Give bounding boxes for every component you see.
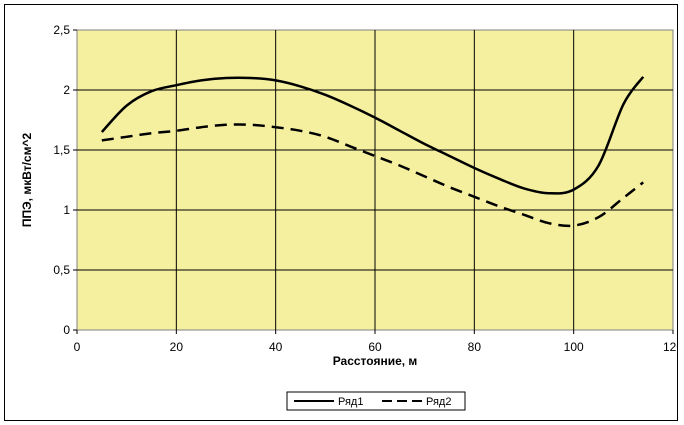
legend-label-series-2: Ряд2 xyxy=(426,396,451,408)
line-chart: 0 20 40 60 80 100 120 0 0,5 1 1,5 2 2,5 Расстояние,… xyxy=(20,23,677,411)
x-tick-label: 0 xyxy=(74,340,81,354)
y-tick-label: 1,5 xyxy=(53,143,70,157)
x-tick-label: 80 xyxy=(468,340,482,354)
y-tick-label: 0 xyxy=(63,323,70,337)
x-axis-title: Расстояние, м xyxy=(333,354,418,368)
y-tick-label: 2,5 xyxy=(53,23,70,37)
y-tick-label: 1 xyxy=(63,203,70,217)
x-tick-label: 20 xyxy=(170,340,184,354)
y-tick-label: 0,5 xyxy=(53,263,70,277)
legend: Ряд1 Ряд2 xyxy=(286,391,466,411)
x-tick-label: 120 xyxy=(663,340,677,354)
x-axis-ticks: 0 20 40 60 80 100 120 xyxy=(74,330,677,354)
x-tick-label: 60 xyxy=(368,340,382,354)
x-tick-label: 40 xyxy=(269,340,283,354)
y-axis-title: ППЭ, мкВт/см^2 xyxy=(20,133,34,228)
y-axis-ticks: 0 0,5 1 1,5 2 2,5 xyxy=(53,23,77,337)
chart-frame: 0 20 40 60 80 100 120 0 0,5 1 1,5 2 2,5 Расстояние,… xyxy=(4,4,678,421)
x-tick-label: 100 xyxy=(564,340,584,354)
series-layer xyxy=(100,76,645,228)
series-line-1 xyxy=(100,76,645,195)
legend-box xyxy=(286,391,466,411)
y-tick-label: 2 xyxy=(63,83,70,97)
legend-label-series-1: Ряд1 xyxy=(338,396,363,408)
